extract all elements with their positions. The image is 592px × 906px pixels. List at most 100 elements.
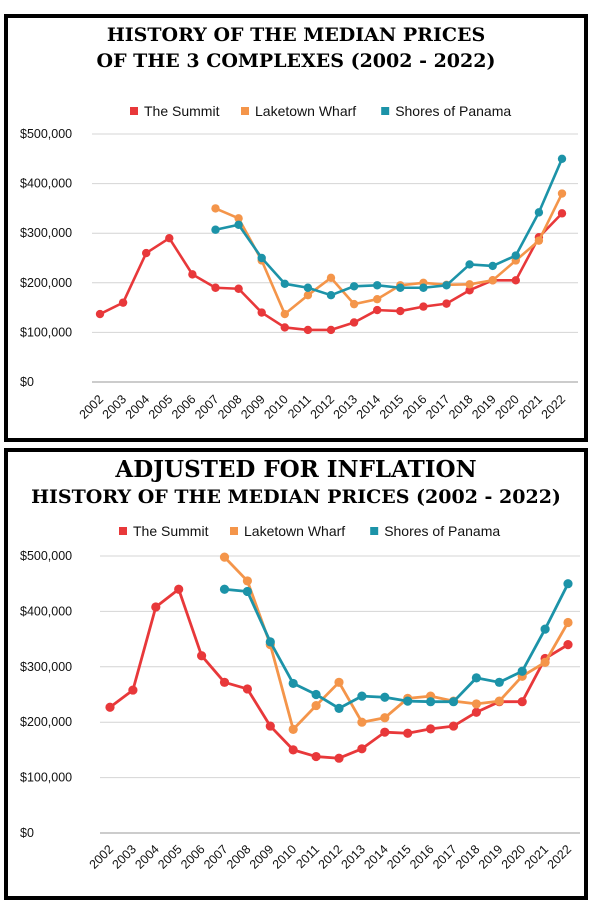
data-point-the-summit xyxy=(188,270,197,279)
data-point-shores-of-panama xyxy=(219,584,230,594)
data-point-the-summit xyxy=(311,751,321,762)
data-point-laketown-wharf xyxy=(219,552,230,562)
series-line-the-summit xyxy=(109,587,569,760)
y-tick-label: $0 xyxy=(20,826,34,840)
data-point-shores-of-panama xyxy=(471,673,481,683)
data-point-shores-of-panama xyxy=(303,283,313,292)
data-point-shores-of-panama xyxy=(380,692,390,702)
x-tick-label: 2020 xyxy=(499,842,529,872)
y-tick-label: $100,000 xyxy=(20,325,72,339)
y-tick-label: $200,000 xyxy=(20,276,72,290)
x-tick-label: 2019 xyxy=(476,842,506,872)
data-point-the-summit xyxy=(403,728,413,738)
data-point-laketown-wharf xyxy=(540,657,550,667)
x-tick-label: 2020 xyxy=(492,392,522,422)
legend-swatch-the-summit xyxy=(119,527,127,535)
data-point-laketown-wharf xyxy=(357,717,367,727)
x-tick-label: 2017 xyxy=(423,392,453,422)
legend-swatch-the-summit xyxy=(130,107,138,115)
data-point-the-summit xyxy=(197,651,207,661)
legend-swatch-laketown-wharf xyxy=(230,527,238,535)
x-tick-label: 2021 xyxy=(515,392,545,422)
legend-label-laketown-wharf: Laketown Wharf xyxy=(255,103,356,119)
data-point-shores-of-panama xyxy=(488,261,497,271)
data-point-the-summit xyxy=(105,702,115,712)
data-point-the-summit xyxy=(151,602,161,612)
data-point-laketown-wharf xyxy=(557,189,567,198)
data-point-the-summit xyxy=(517,697,527,707)
data-point-shores-of-panama xyxy=(326,291,336,300)
data-point-the-summit xyxy=(118,298,128,307)
data-point-shores-of-panama xyxy=(534,208,544,217)
data-point-shores-of-panama xyxy=(494,677,504,687)
y-tick-label: $300,000 xyxy=(20,226,72,240)
data-point-shores-of-panama xyxy=(419,283,428,292)
data-point-the-summit xyxy=(288,745,298,755)
data-point-the-summit xyxy=(326,325,336,335)
x-tick-label: 2021 xyxy=(522,842,552,872)
series-line-laketown-wharf xyxy=(223,556,570,731)
data-point-the-summit xyxy=(563,640,573,650)
data-point-shores-of-panama xyxy=(357,691,367,701)
x-tick-label: 2010 xyxy=(261,392,291,422)
data-point-the-summit xyxy=(511,276,520,285)
data-point-shores-of-panama xyxy=(234,220,243,229)
data-point-laketown-wharf xyxy=(280,309,289,319)
data-point-laketown-wharf xyxy=(471,699,481,709)
data-point-the-summit xyxy=(373,305,382,315)
data-point-shores-of-panama xyxy=(257,253,266,263)
data-point-the-summit xyxy=(242,684,252,694)
data-point-laketown-wharf xyxy=(349,299,359,309)
x-tick-label: 2003 xyxy=(100,392,130,422)
y-tick-label: $400,000 xyxy=(20,177,72,191)
data-point-the-summit xyxy=(349,318,359,327)
x-tick-label: 2022 xyxy=(539,392,569,422)
y-tick-label: $300,000 xyxy=(20,660,72,674)
data-point-the-summit xyxy=(471,707,481,717)
data-point-shores-of-panama xyxy=(280,279,289,288)
chart-plot: $0 $100,000 $200,000 $300,000 $400,000 $500,0… xyxy=(20,103,578,422)
data-point-shores-of-panama xyxy=(373,281,382,290)
data-point-the-summit xyxy=(211,283,220,292)
legend-swatch-shores-of-panama xyxy=(381,107,390,115)
data-point-shores-of-panama xyxy=(288,678,298,689)
x-tick-label: 2002 xyxy=(87,842,117,872)
data-point-the-summit xyxy=(334,753,344,763)
data-point-laketown-wharf xyxy=(234,214,243,223)
x-tick-label: 2011 xyxy=(293,842,322,871)
legend-swatch-laketown-wharf xyxy=(241,107,249,115)
legend-swatch-shores-of-panama xyxy=(370,527,379,535)
x-tick-label: 2010 xyxy=(270,842,300,872)
data-point-the-summit xyxy=(95,309,105,319)
y-tick-label: $500,000 xyxy=(20,549,72,563)
data-point-the-summit xyxy=(174,584,184,594)
x-tick-label: 2018 xyxy=(453,842,483,872)
x-tick-label: 2006 xyxy=(169,392,199,422)
data-point-the-summit xyxy=(380,727,390,737)
data-point-laketown-wharf xyxy=(242,576,252,586)
x-tick-label: 2012 xyxy=(316,842,346,872)
chart-title: HISTORY OF THE MEDIAN PRICES xyxy=(106,24,486,46)
data-point-shores-of-panama xyxy=(403,696,413,706)
chart-title: ADJUSTED FOR INFLATION xyxy=(115,456,477,483)
x-tick-label: 2008 xyxy=(215,392,245,422)
y-tick-label: $400,000 xyxy=(20,604,72,618)
data-point-laketown-wharf xyxy=(373,294,382,304)
x-tick-label: 2016 xyxy=(400,392,430,422)
data-point-laketown-wharf xyxy=(494,696,504,706)
data-point-the-summit xyxy=(234,284,243,293)
x-tick-label: 2016 xyxy=(407,842,437,872)
data-point-shores-of-panama xyxy=(396,283,405,292)
data-point-the-summit xyxy=(419,302,428,311)
data-point-shores-of-panama xyxy=(465,260,474,269)
data-point-laketown-wharf xyxy=(488,276,497,285)
data-point-shores-of-panama xyxy=(334,703,344,713)
data-point-laketown-wharf xyxy=(380,713,390,723)
data-point-the-summit xyxy=(442,299,451,308)
data-point-the-summit xyxy=(165,233,174,243)
data-point-the-summit xyxy=(128,685,138,695)
chart-panel-inflation-adjusted: ADJUSTED FOR INFLATION HISTORY OF THE ME… xyxy=(4,448,588,900)
x-tick-label: 2014 xyxy=(361,842,391,872)
x-tick-label: 2005 xyxy=(155,842,185,872)
legend-label-shores-of-panama: Shores of Panama xyxy=(384,523,500,539)
